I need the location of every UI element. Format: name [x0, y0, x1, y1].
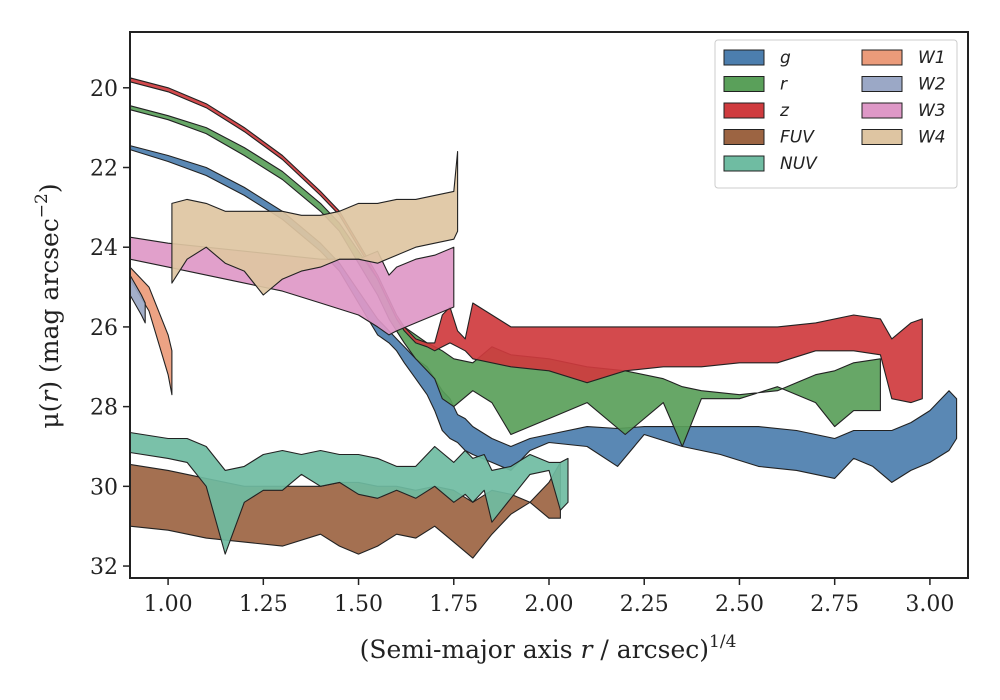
legend-swatch-fuv [723, 129, 765, 145]
x-tick-label: 1.75 [429, 592, 478, 617]
x-tick-label: 1.25 [239, 592, 288, 617]
legend-label-nuv: NUV [780, 154, 818, 174]
legend-label-w4: W4 [918, 128, 946, 148]
y-tick-label: 30 [90, 475, 118, 500]
series-area-g [129, 145, 958, 483]
legend-swatch-r [723, 76, 765, 92]
series-layer [129, 77, 958, 559]
y-tick-label: 26 [90, 316, 118, 341]
series-area-nuv [129, 431, 569, 555]
legend-swatch-w2 [861, 76, 903, 92]
legend-swatch-z [723, 102, 765, 119]
x-axis-label: (Semi-major axis r / arcsec)1/4 [360, 632, 737, 664]
legend-swatch-nuv [723, 155, 765, 172]
legend-label-w1: W1 [918, 48, 946, 68]
y-tick-label: 28 [90, 396, 118, 421]
legend-label-w3: W3 [918, 101, 946, 121]
legend-label-z: z [779, 101, 790, 121]
legend-swatch-w3 [861, 102, 903, 119]
x-tick-label: 2.00 [525, 592, 574, 617]
legend-label-r: r [780, 75, 788, 95]
legend-swatch-g [723, 49, 765, 66]
y-tick-label: 24 [90, 236, 118, 261]
x-tick-label: 3.00 [905, 592, 954, 617]
series-area-w4 [171, 151, 459, 296]
y-tick-label: 32 [90, 555, 118, 580]
x-tick-label: 2.75 [810, 592, 859, 617]
x-tick-label: 2.50 [715, 592, 764, 617]
legend: grz FUV NUV W1 W2 W3 W4 [714, 39, 958, 189]
y-axis-label: μ(r) (mag arcsec−2) [32, 183, 64, 428]
y-tick-label: 20 [90, 77, 118, 102]
legend-label-g: g [780, 48, 791, 68]
legend-swatch-w1 [861, 49, 903, 66]
x-tick-label: 1.00 [144, 592, 193, 617]
legend-label-w2: W2 [918, 75, 946, 95]
legend-label-fuv: FUV [780, 128, 815, 148]
legend-swatch-w4 [861, 129, 903, 145]
x-tick-label: 2.25 [620, 592, 669, 617]
x-tick-label: 1.50 [334, 592, 383, 617]
y-tick-label: 22 [90, 157, 118, 182]
x-axis-ticks: 1.00 1.25 1.50 1.75 2.00 2.25 2.50 2.75 3.00 [144, 578, 954, 617]
y-axis-ticks: 20 22 24 26 28 30 32 [90, 77, 130, 580]
